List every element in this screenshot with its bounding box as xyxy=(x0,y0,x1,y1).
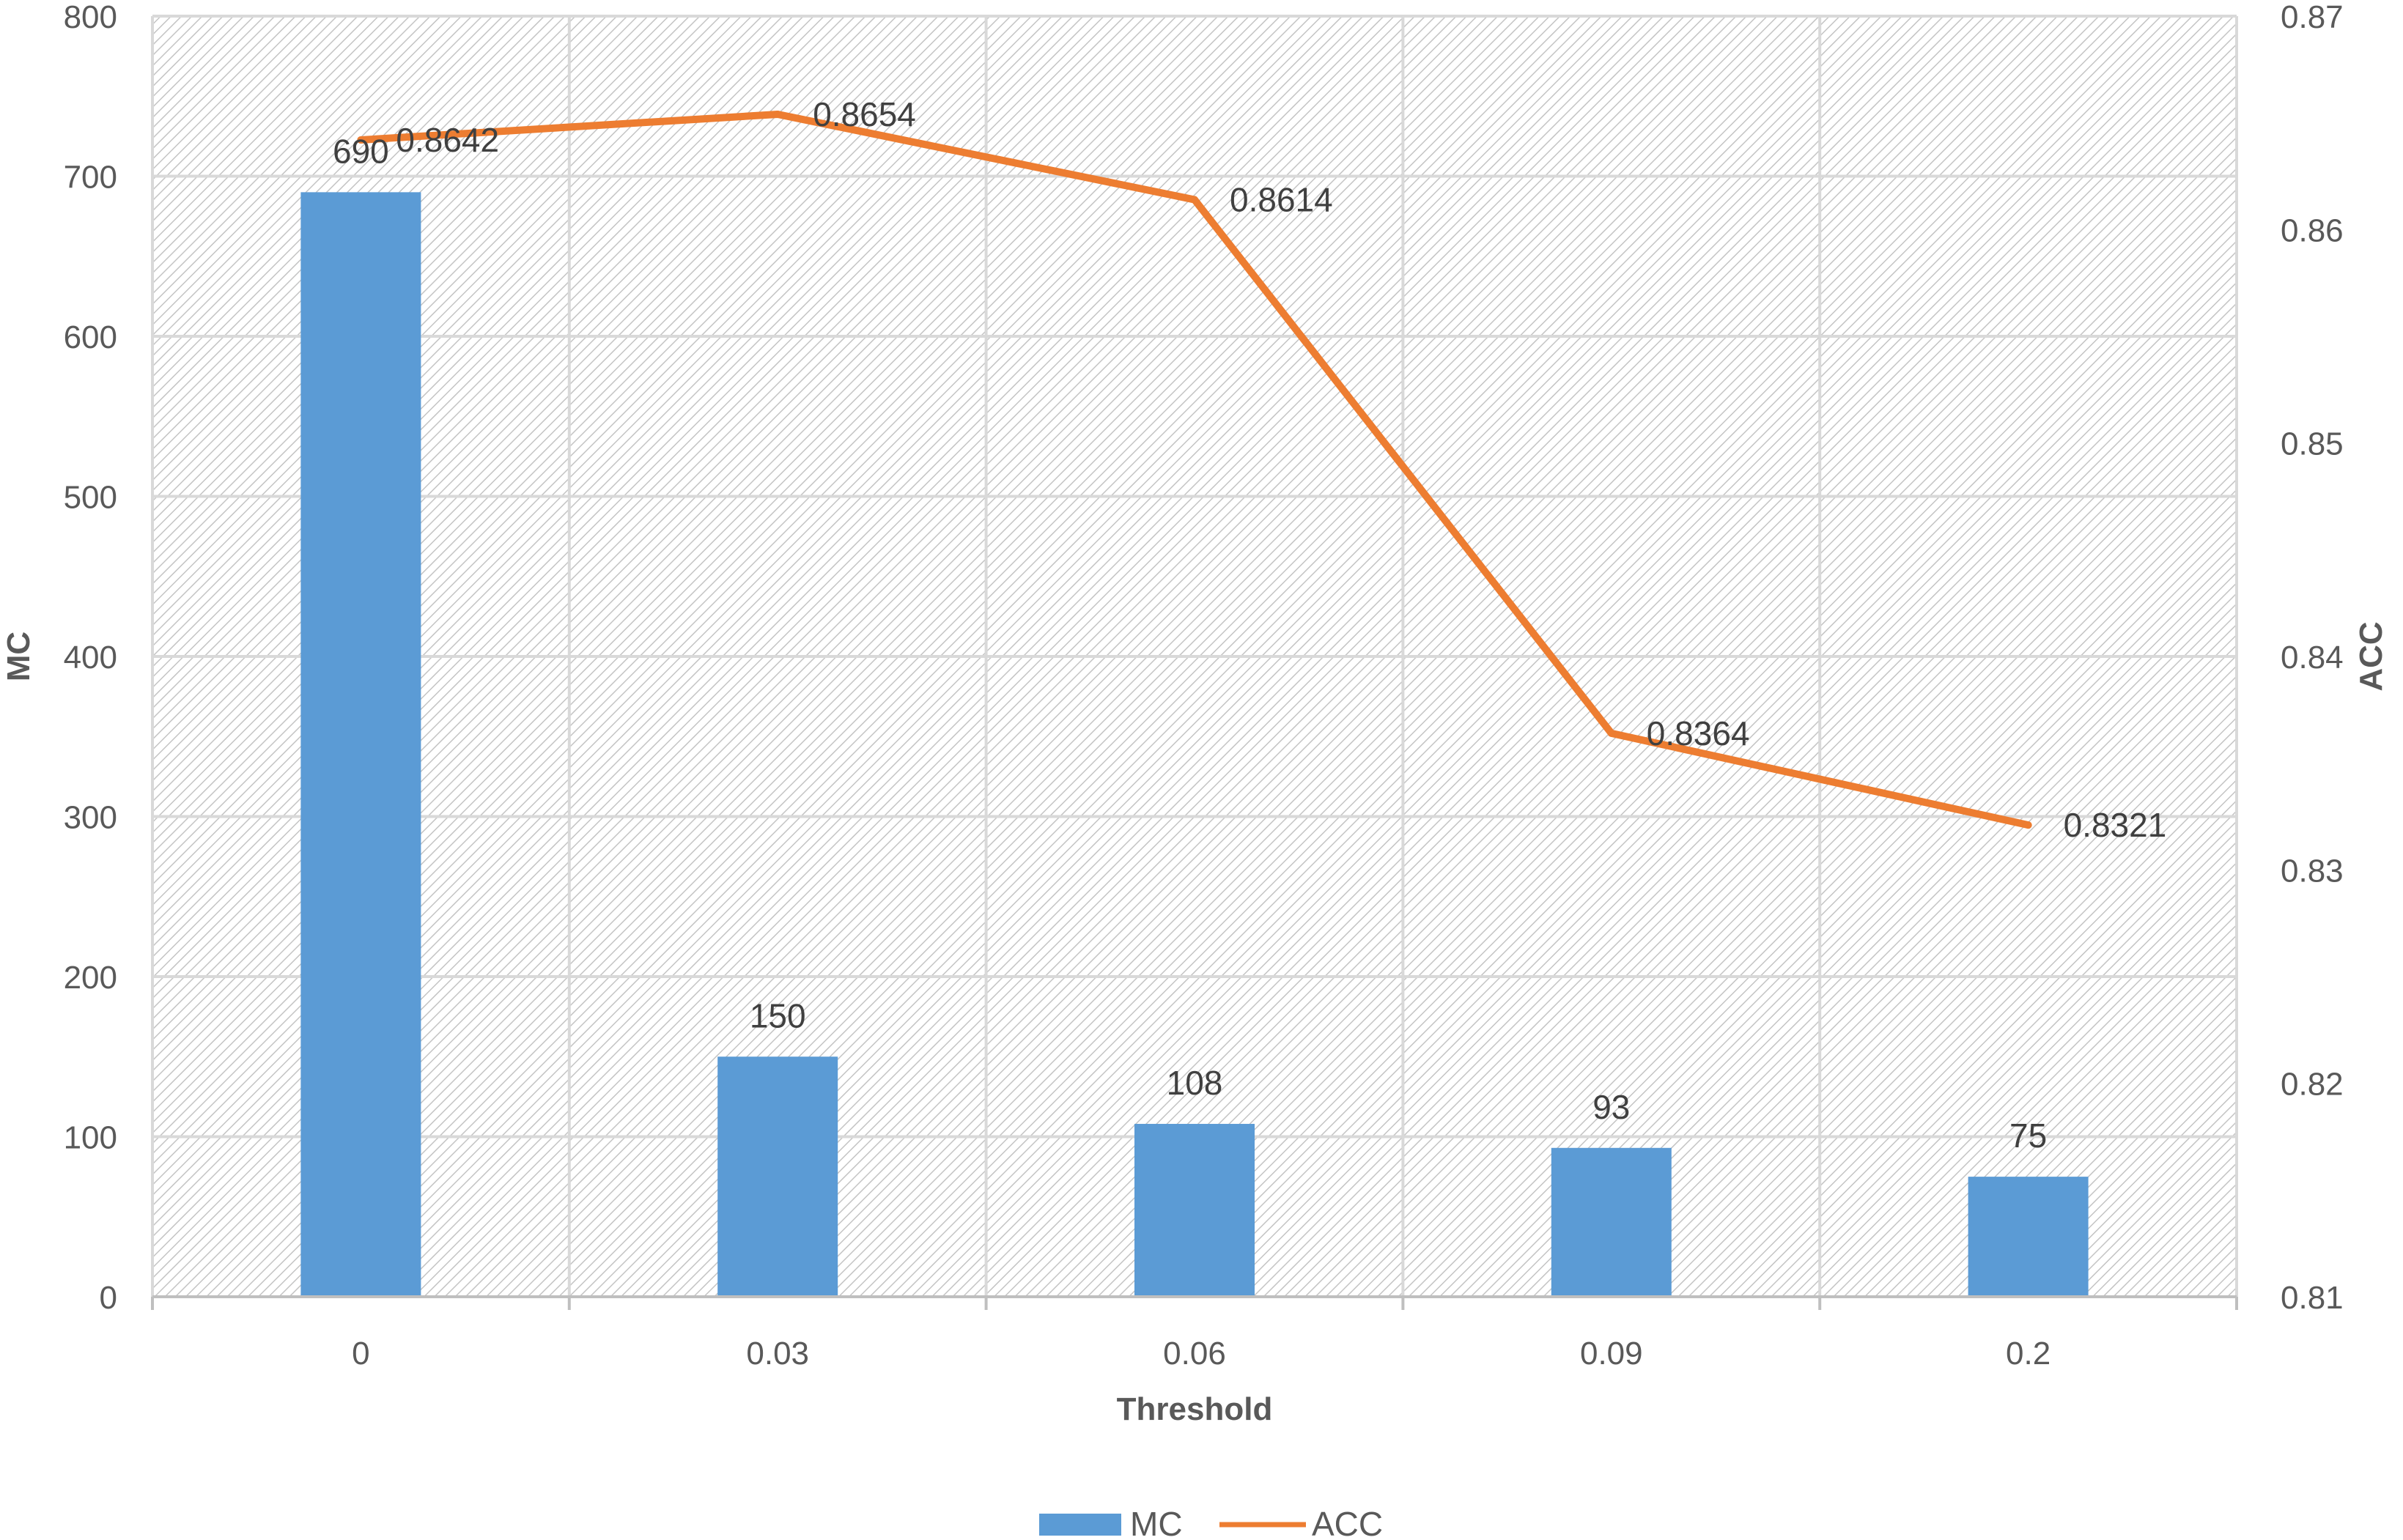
x-tick-label: 0.2 xyxy=(2006,1336,2051,1371)
y2-axis-title: ACC xyxy=(2353,621,2389,691)
bar-data-label: 690 xyxy=(333,132,389,170)
y-tick-label: 200 xyxy=(64,960,117,996)
bar-data-label: 150 xyxy=(750,996,806,1034)
y2-tick-label: 0.82 xyxy=(2281,1067,2344,1103)
x-tick-label: 0.06 xyxy=(1163,1336,1226,1371)
x-tick-label: 0 xyxy=(352,1336,369,1371)
axes: 0 100 200 300 400 500 600 700 800 0.81 0.82 0.83 0.8… xyxy=(64,0,2344,1371)
y-tick-label: 600 xyxy=(64,319,117,355)
y2-tick-label: 0.87 xyxy=(2281,0,2344,35)
point-acc xyxy=(1607,729,1615,737)
y-tick-label: 500 xyxy=(64,480,117,516)
line-data-label: 0.8321 xyxy=(2064,806,2167,844)
y-tick-label: 0 xyxy=(100,1280,117,1316)
bar-mc xyxy=(1551,1147,1672,1297)
legend-mc-swatch xyxy=(1039,1514,1121,1536)
x-tick-label: 0.03 xyxy=(746,1336,809,1371)
line-data-label: 0.8364 xyxy=(1647,714,1750,752)
gridlines xyxy=(151,15,2238,1297)
y-tick-label: 300 xyxy=(64,800,117,836)
y-tick-label: 400 xyxy=(64,640,117,675)
y2-tick-label: 0.84 xyxy=(2281,640,2344,675)
legend-mc-label: MC xyxy=(1130,1505,1183,1540)
y2-tick-label: 0.81 xyxy=(2281,1280,2344,1316)
bar-data-label: 108 xyxy=(1167,1064,1223,1102)
bar-data-label: 75 xyxy=(2009,1117,2047,1155)
y-tick-label: 700 xyxy=(64,160,117,196)
x-axis-title: Threshold xyxy=(1117,1391,1273,1427)
legend-acc-label: ACC xyxy=(1312,1505,1383,1540)
line-data-label: 0.8654 xyxy=(813,95,916,133)
point-acc xyxy=(774,111,782,119)
line-data-label: 0.8614 xyxy=(1230,181,1333,219)
y2-tick-label: 0.86 xyxy=(2281,212,2344,248)
y-tick-label: 800 xyxy=(64,0,117,35)
bar-data-label: 93 xyxy=(1592,1088,1630,1126)
bar-mc xyxy=(1134,1124,1255,1297)
bar-mc xyxy=(300,192,421,1297)
acc-line-series xyxy=(357,111,2032,829)
y-axis-title: MC xyxy=(1,632,37,681)
line-data-label: 0.8642 xyxy=(396,121,499,159)
data-labels: 690 150 108 93 75 0.8642 0.8654 0.8614 0.8364 0.8… xyxy=(333,95,2166,1155)
bar-mc xyxy=(1968,1177,2089,1297)
y2-tick-label: 0.85 xyxy=(2281,426,2344,462)
legend: MC ACC xyxy=(1039,1505,1383,1540)
x-tick-label: 0.09 xyxy=(1580,1336,1643,1371)
point-acc xyxy=(1191,196,1198,204)
bar-mc xyxy=(717,1056,838,1297)
y2-tick-label: 0.83 xyxy=(2281,853,2344,889)
point-acc xyxy=(2024,821,2032,829)
point-acc xyxy=(357,136,365,144)
y-tick-label: 100 xyxy=(64,1120,117,1156)
mc-bars xyxy=(300,192,2089,1297)
